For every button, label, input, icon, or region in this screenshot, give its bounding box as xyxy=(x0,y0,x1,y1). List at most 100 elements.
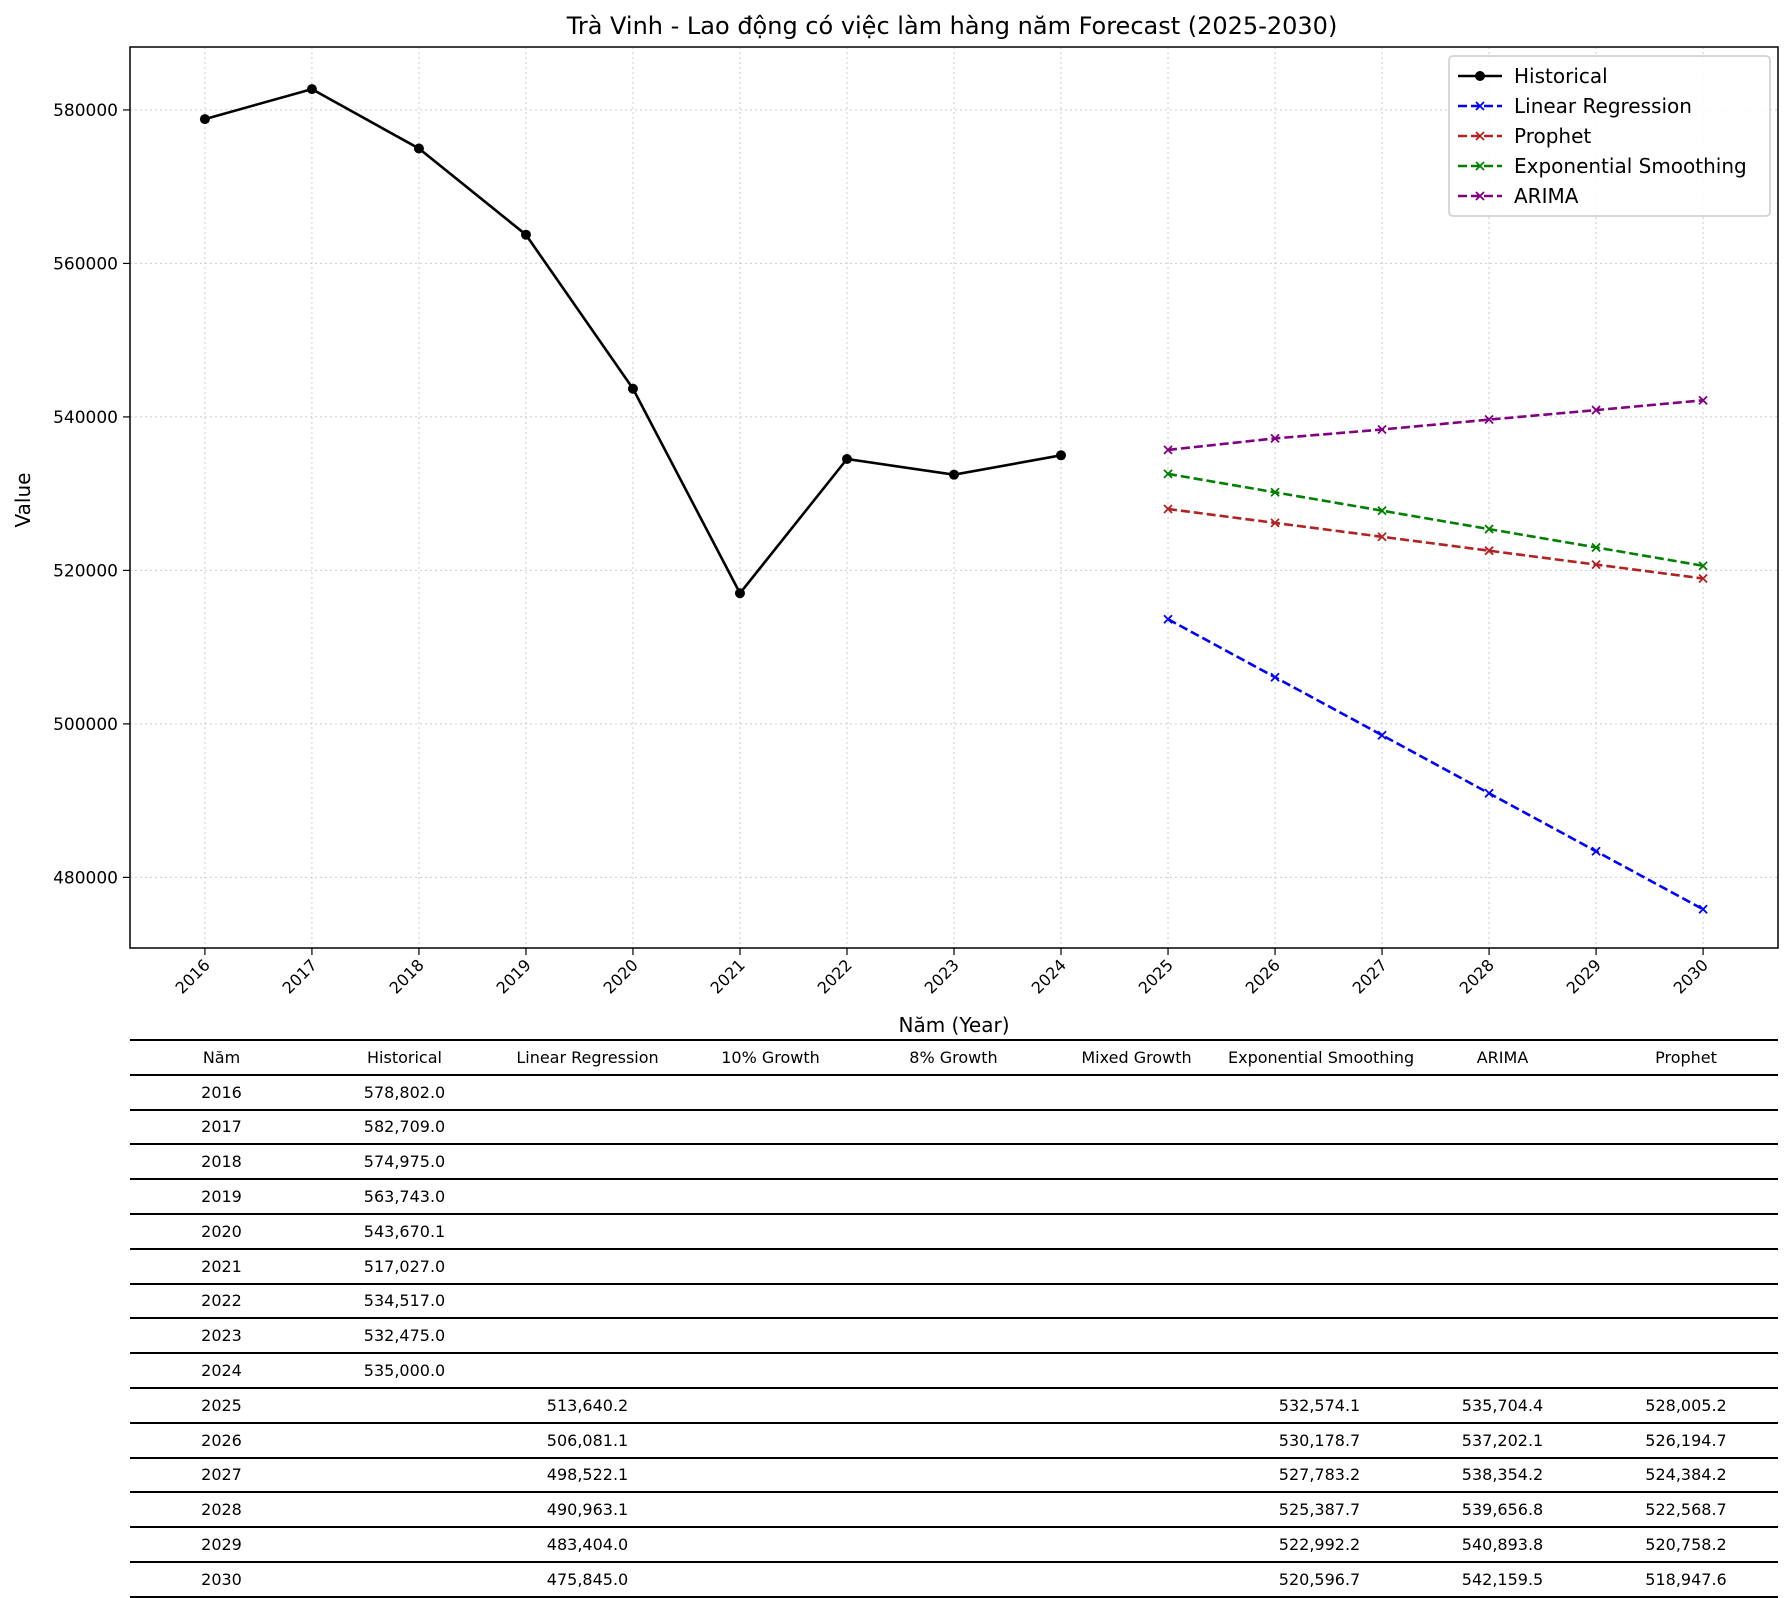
table-cell: 490,963.1 xyxy=(496,1492,679,1529)
y-tick-label: 500000 xyxy=(53,715,118,735)
x-tick-label: 2025 xyxy=(1135,955,1177,997)
table-cell xyxy=(496,1144,679,1181)
table-cell xyxy=(1594,1109,1778,1146)
table-row: 2022 534,517.0 xyxy=(130,1283,1778,1320)
table-cell xyxy=(862,1422,1045,1459)
table-row: 2024 535,000.0 xyxy=(130,1353,1778,1389)
table-row: 2020 543,670.1 xyxy=(130,1213,1778,1250)
table-cell: 483,404.0 xyxy=(496,1527,679,1563)
table-cell xyxy=(1228,1074,1411,1111)
table-cell xyxy=(679,1283,862,1320)
table-cell xyxy=(1228,1179,1411,1215)
x-tick-label: 2024 xyxy=(1028,955,1070,997)
data-point xyxy=(1698,395,1708,405)
legend-label: Exponential Smoothing xyxy=(1514,154,1747,178)
data-point xyxy=(199,114,210,125)
table-row: 2016 578,802.0 xyxy=(130,1074,1778,1111)
y-tick-label: 540000 xyxy=(53,408,118,428)
table-cell xyxy=(1411,1353,1594,1389)
table-cell xyxy=(679,1492,862,1529)
y-tick-label: 520000 xyxy=(53,561,118,581)
series-layer xyxy=(199,84,1708,914)
table-header-cell: Năm xyxy=(130,1039,313,1076)
data-point xyxy=(1056,450,1067,461)
legend-frame xyxy=(1448,55,1771,217)
table-cell xyxy=(1045,1422,1228,1459)
table-cell xyxy=(1594,1213,1778,1250)
table-row: 2025 513,640.2 532,574.1 535,704.4 528,005.2 xyxy=(130,1387,1778,1424)
table-cell xyxy=(313,1457,496,1494)
table-cell: 2021 xyxy=(130,1248,313,1285)
data-point xyxy=(1591,405,1601,415)
table-cell: 574,975.0 xyxy=(313,1144,496,1181)
table-header-cell: ARIMA xyxy=(1411,1039,1594,1076)
table-cell: 539,656.8 xyxy=(1411,1492,1594,1529)
table-row: 2028 490,963.1 525,387.7 539,656.8 522,568.7 xyxy=(130,1492,1778,1529)
data-point xyxy=(1484,524,1494,534)
series-line xyxy=(1167,399,1704,452)
legend: Historical Linear Regression Prophet Expone… xyxy=(1448,55,1771,217)
table-cell xyxy=(496,1353,679,1389)
table-cell: 2022 xyxy=(130,1283,313,1320)
table-cell xyxy=(1228,1144,1411,1181)
table-cell xyxy=(862,1283,1045,1320)
data-point xyxy=(1377,424,1387,435)
data-point xyxy=(1591,542,1601,553)
forecast-chart: Trà Vinh - Lao động có việc làm hàng năm… xyxy=(11,12,1779,1035)
table-cell xyxy=(1411,1074,1594,1111)
table-cell xyxy=(679,1144,862,1181)
x-tick-label: 2026 xyxy=(1242,955,1284,997)
table-header-cell: 8% Growth xyxy=(862,1039,1045,1076)
table-header-cell: Prophet xyxy=(1594,1039,1778,1076)
data-point xyxy=(1270,518,1280,528)
table-cell: 522,992.2 xyxy=(1228,1527,1411,1563)
table-cell xyxy=(1228,1353,1411,1389)
table-cell: 543,670.1 xyxy=(313,1213,496,1250)
data-point xyxy=(627,383,638,394)
forecast-table: Năm Historical Linear Regression 10% Growth… xyxy=(130,1039,1778,1598)
series-prophet xyxy=(1163,504,1708,584)
table-cell xyxy=(1594,1179,1778,1215)
table-cell: 2017 xyxy=(130,1109,313,1146)
table-cell xyxy=(862,1492,1045,1529)
table-cell: 528,005.2 xyxy=(1594,1387,1778,1424)
data-point xyxy=(1377,532,1387,542)
series-line xyxy=(1167,618,1704,911)
x-tick-label: 2017 xyxy=(279,955,321,997)
table-cell xyxy=(862,1109,1045,1146)
x-tick-label: 2028 xyxy=(1456,955,1498,997)
chart-title: Trà Vinh - Lao động có việc làm hàng năm… xyxy=(566,12,1338,40)
table-row: 2018 574,975.0 xyxy=(130,1144,1778,1181)
table-cell xyxy=(496,1179,679,1215)
table-cell xyxy=(496,1283,679,1320)
plot-frame xyxy=(129,46,1779,949)
data-point xyxy=(1475,161,1485,171)
table-cell xyxy=(1045,1527,1228,1563)
table-cell: 525,387.7 xyxy=(1228,1492,1411,1529)
table-cell: 498,522.1 xyxy=(496,1457,679,1494)
table-cell xyxy=(679,1353,862,1389)
table-cell xyxy=(1045,1457,1228,1494)
table-cell xyxy=(1411,1109,1594,1146)
table-cell: 530,178.7 xyxy=(1228,1422,1411,1459)
table-cell xyxy=(1594,1353,1778,1389)
table-cell xyxy=(1594,1283,1778,1320)
x-tick-label: 2019 xyxy=(493,955,535,997)
data-point xyxy=(1698,573,1708,584)
legend-label: ARIMA xyxy=(1514,184,1579,208)
table-cell xyxy=(1045,1074,1228,1111)
table-cell xyxy=(1411,1283,1594,1320)
data-point xyxy=(413,143,424,154)
table-cell xyxy=(1228,1213,1411,1250)
data-point xyxy=(1484,414,1494,425)
table-cell xyxy=(862,1457,1045,1494)
table-cell xyxy=(1045,1353,1228,1389)
table-cell: 535,704.4 xyxy=(1411,1387,1594,1424)
table-cell xyxy=(1228,1109,1411,1146)
data-point xyxy=(1163,445,1173,455)
legend-item: ARIMA xyxy=(1458,184,1579,208)
table-cell: 563,743.0 xyxy=(313,1179,496,1215)
data-point xyxy=(949,469,959,480)
legend-label: Linear Regression xyxy=(1514,94,1692,118)
table-cell: 534,517.0 xyxy=(313,1283,496,1320)
